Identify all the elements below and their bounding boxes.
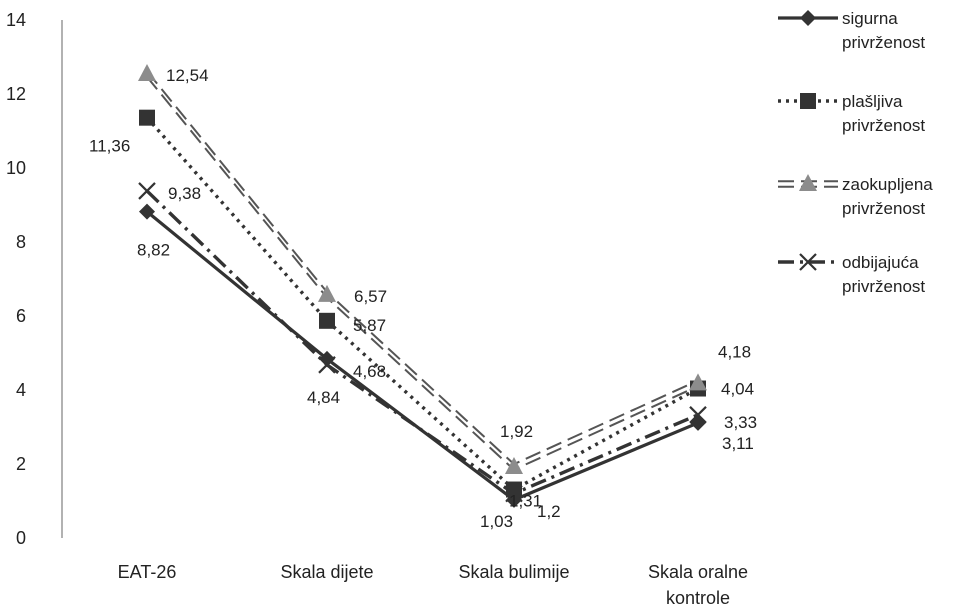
y-tick-label: 10 <box>6 158 26 178</box>
x-axis: EAT-26 Skala dijete Skala bulimije Skala or… <box>118 562 748 607</box>
triangle-marker <box>138 64 156 82</box>
data-label-zaokupljena: 4,18 <box>718 342 751 361</box>
square-marker <box>506 481 522 498</box>
data-label-odbijajuca: 3,33 <box>724 413 757 432</box>
y-axis: 0 2 4 6 8 10 12 14 <box>6 10 63 548</box>
y-tick-label: 4 <box>16 380 26 400</box>
x-tick-label: Skala oralne kontrole <box>648 562 748 607</box>
data-label-zaokupljena: 12,54 <box>166 66 209 85</box>
triangle-marker <box>505 456 523 474</box>
x-tick-label: EAT-26 <box>118 562 177 582</box>
series-zaokupljena <box>138 64 707 474</box>
legend-item-plasljiva: plašljiva privrženost <box>778 92 925 135</box>
legend-swatch <box>778 10 838 26</box>
data-labels: 8,82 4,84 1,03 3,11 11,36 5,87 1,31 4,04 12,54 6,… <box>89 66 757 531</box>
series-plasljiva <box>139 109 706 498</box>
legend-swatch <box>778 174 838 191</box>
y-tick-label: 14 <box>6 10 26 30</box>
x-marker <box>138 182 156 200</box>
diamond-marker <box>800 10 816 26</box>
y-tick-label: 2 <box>16 454 26 474</box>
series-line <box>145 189 699 496</box>
series-line <box>145 116 699 492</box>
y-tick-label: 0 <box>16 528 26 548</box>
data-label-odbijajuca: 1,2 <box>537 502 561 521</box>
square-marker <box>319 312 335 329</box>
data-label-sigurna: 8,82 <box>137 241 170 260</box>
series-layer <box>138 64 707 508</box>
series-sigurna <box>139 203 706 508</box>
triangle-marker <box>799 174 817 191</box>
data-label-zaokupljena: 6,57 <box>354 287 387 306</box>
square-marker <box>139 109 155 126</box>
triangle-marker <box>689 373 707 391</box>
legend-swatch <box>778 253 838 271</box>
data-label-plasljiva: 1,31 <box>509 492 542 511</box>
legend-label: plašljiva privrženost <box>842 92 925 135</box>
y-tick-label: 12 <box>6 84 26 104</box>
series-line <box>145 210 699 502</box>
data-label-plasljiva: 11,36 <box>89 137 130 156</box>
data-label-zaokupljena: 1,92 <box>500 422 533 441</box>
x-tick-label: Skala bulimije <box>458 562 569 582</box>
y-tick-label: 6 <box>16 306 26 326</box>
series-line <box>146 76 699 471</box>
legend-item-sigurna: sigurna privrženost <box>778 9 925 52</box>
data-label-plasljiva: 5,87 <box>353 316 386 335</box>
data-label-plasljiva: 4,04 <box>721 380 754 399</box>
legend: sigurna privrženost plašljiva privrženost za… <box>778 9 933 296</box>
legend-label: sigurna privrženost <box>842 9 925 52</box>
legend-swatch <box>778 93 838 109</box>
data-label-odbijajuca: 9,38 <box>168 184 201 203</box>
square-marker <box>800 93 816 109</box>
legend-label: odbijajuća privrženost <box>842 253 925 296</box>
data-label-odbijajuca: 4,68 <box>353 362 386 381</box>
x-marker <box>689 406 707 424</box>
triangle-marker <box>318 284 336 302</box>
legend-label: zaokupljena privrženost <box>842 175 933 218</box>
legend-item-odbijajuca: odbijajuća privrženost <box>778 253 925 296</box>
x-marker <box>799 253 817 271</box>
x-tick-label: Skala dijete <box>280 562 373 582</box>
diamond-marker <box>690 414 706 431</box>
y-tick-label: 8 <box>16 232 26 252</box>
legend-item-zaokupljena: zaokupljena privrženost <box>778 174 933 218</box>
diamond-marker <box>139 203 155 220</box>
diamond-marker <box>319 350 335 367</box>
data-label-sigurna: 3,11 <box>722 434 754 453</box>
data-label-sigurna: 4,84 <box>307 388 340 407</box>
x-marker <box>318 356 336 374</box>
data-label-sigurna: 1,03 <box>480 512 513 531</box>
series-line <box>146 70 699 466</box>
